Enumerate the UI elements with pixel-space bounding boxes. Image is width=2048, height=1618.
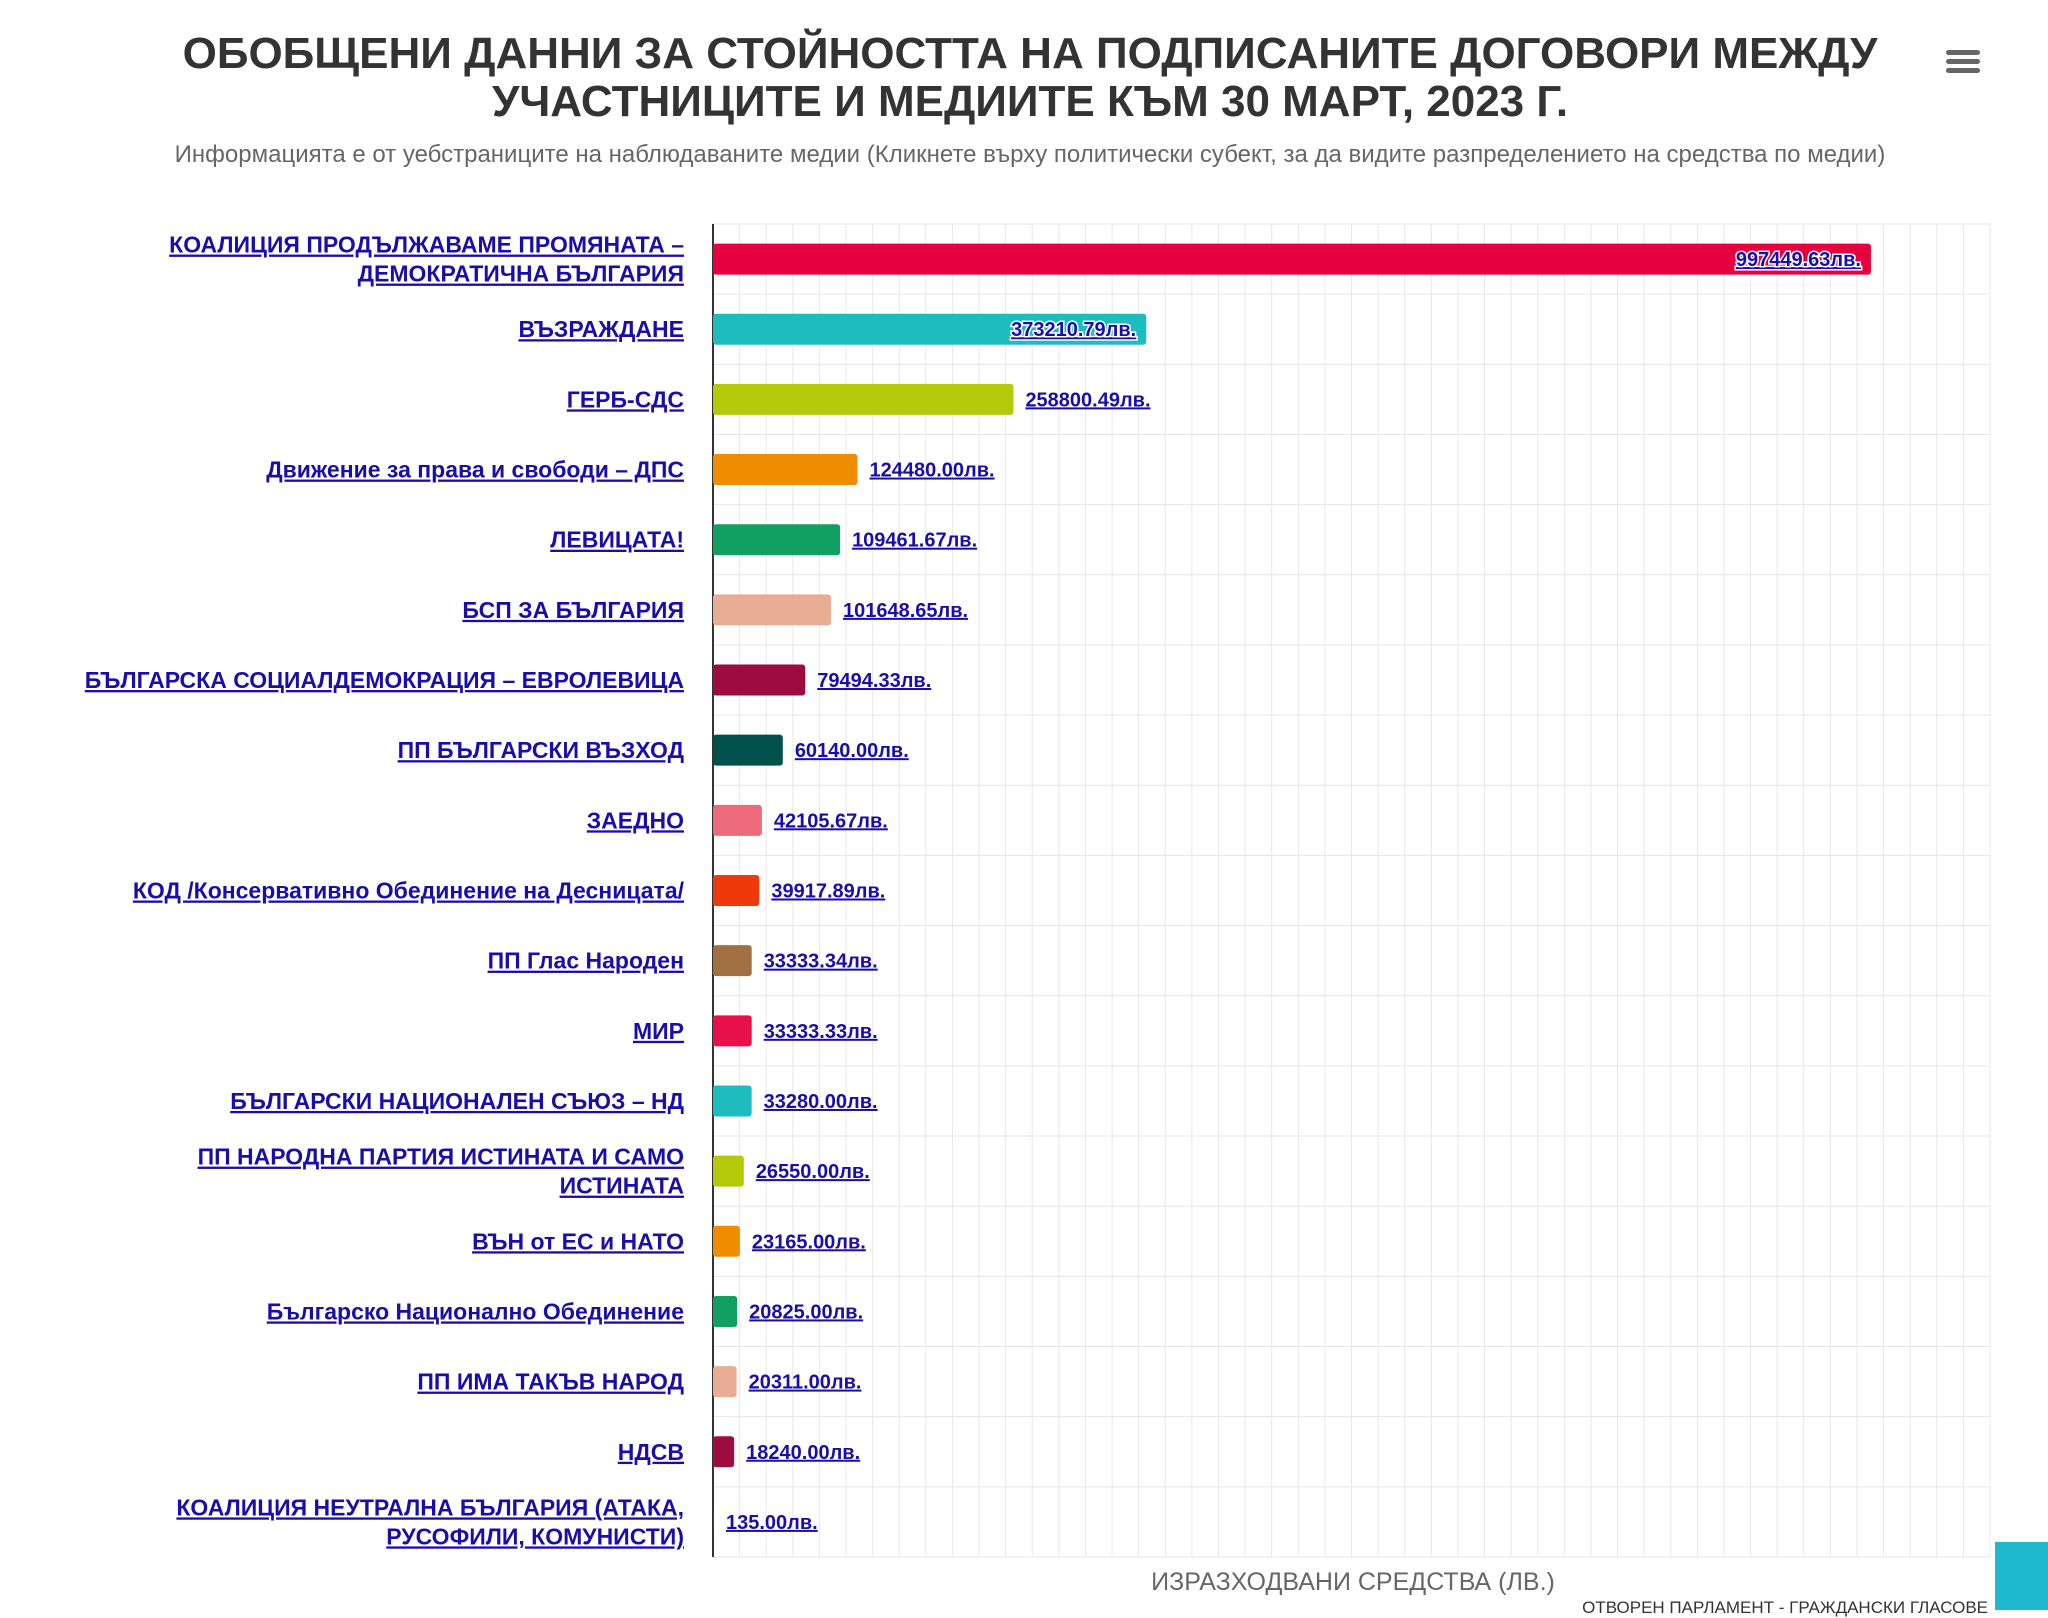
value-axis-title: ИЗРАЗХОДВАНИ СРЕДСТВА (ЛВ.) bbox=[1151, 1568, 1555, 1596]
category-labels: КОАЛИЦИЯ ПРОДЪЛЖАВАМЕ ПРОМЯНАТА – ДЕМОКРА… bbox=[85, 232, 685, 1550]
category-label-line: РУСОФИЛИ, КОМУНИСТИ) bbox=[386, 1523, 684, 1549]
category-label-line: КОД /Консервативно Обединение на Десница… bbox=[133, 878, 685, 904]
category-label-line: ПП ИМА ТАКЪВ НАРОД bbox=[417, 1369, 684, 1395]
data-label[interactable]: 18240.00лв. bbox=[746, 1442, 860, 1464]
bar[interactable] bbox=[713, 875, 760, 906]
category-label[interactable]: БСП ЗА БЪЛГАРИЯ bbox=[462, 597, 684, 623]
category-label-line: Движение за права и свободи – ДПС bbox=[266, 457, 684, 483]
chart-title-line-2: УЧАСТНИЦИТЕ И МЕДИИТЕ КЪМ 30 МАРТ, 2023 … bbox=[491, 77, 1569, 126]
chart-title-line-1: ОБОБЩЕНИ ДАННИ ЗА СТОЙНОСТТА НА ПОДПИСАН… bbox=[182, 29, 1878, 78]
category-label[interactable]: ВЪЗРАЖДАНЕ bbox=[518, 316, 684, 342]
bar[interactable] bbox=[713, 1085, 752, 1117]
bar[interactable] bbox=[713, 594, 832, 626]
bar[interactable] bbox=[713, 1436, 735, 1468]
bar[interactable] bbox=[713, 524, 841, 556]
category-label[interactable]: ЗАЕДНО bbox=[587, 807, 684, 833]
plot-grid bbox=[712, 223, 1991, 1558]
chart-title: ОБОБЩЕНИ ДАННИ ЗА СТОЙНОСТТА НА ПОДПИСАН… bbox=[130, 30, 1930, 126]
category-label-line: НДСВ bbox=[618, 1439, 684, 1465]
data-label[interactable]: 26550.00лв. bbox=[756, 1161, 870, 1183]
data-label[interactable]: 997449.63лв. bbox=[1734, 248, 1862, 273]
bar[interactable] bbox=[713, 454, 858, 486]
category-label[interactable]: ГЕРБ-СДС bbox=[567, 386, 684, 412]
data-label[interactable]: 60140.00лв. bbox=[795, 740, 909, 762]
category-label[interactable]: БЪЛГАРСКА СОЦИАЛДЕМОКРАЦИЯ – ЕВРОЛЕВИЦА bbox=[85, 667, 684, 693]
bar[interactable] bbox=[713, 1225, 740, 1257]
value-labels: 997449.63лв. 373210.79лв. 258800.49лв. 1244… bbox=[726, 248, 1862, 1534]
bar[interactable] bbox=[713, 383, 1014, 415]
data-label[interactable]: 33333.33лв. bbox=[764, 1021, 878, 1043]
category-label-line: Българско Национално Обединение bbox=[267, 1298, 684, 1324]
category-label-line: ПП БЪЛГАРСКИ ВЪЗХОД bbox=[398, 737, 684, 763]
bar[interactable] bbox=[713, 945, 752, 977]
category-label[interactable]: ПП НАРОДНА ПАРТИЯ ИСТИНАТА И САМО ИСТИНАТ… bbox=[198, 1144, 684, 1199]
bar[interactable] bbox=[713, 1506, 714, 1538]
scroll-to-top-button[interactable] bbox=[1995, 1542, 2048, 1610]
category-label-line: ГЕРБ-СДС bbox=[567, 386, 684, 412]
chart-credits-link[interactable]: ОТВОРЕН ПАРЛАМЕНТ - ГРАЖДАНСКИ ГЛАСОВЕ bbox=[1582, 1598, 1988, 1617]
category-label-line: БСП ЗА БЪЛГАРИЯ bbox=[462, 597, 684, 623]
category-label[interactable]: НДСВ bbox=[618, 1439, 684, 1465]
hamburger-menu-icon bbox=[1946, 50, 1980, 73]
category-label[interactable]: ПП ИМА ТАКЪВ НАРОД bbox=[417, 1369, 684, 1395]
data-label[interactable]: 20311.00лв. bbox=[749, 1372, 862, 1394]
bar[interactable] bbox=[713, 804, 762, 836]
category-label-line: ВЪЗРАЖДАНЕ bbox=[518, 316, 684, 342]
data-label[interactable]: 135.00лв. bbox=[726, 1512, 818, 1534]
data-label[interactable]: 33333.34лв. bbox=[764, 951, 878, 973]
data-label[interactable]: 109461.67лв. bbox=[852, 530, 977, 552]
bar[interactable] bbox=[713, 1366, 737, 1398]
category-label[interactable]: ВЪН от ЕС и НАТО bbox=[472, 1228, 684, 1254]
category-label[interactable]: ПП БЪЛГАРСКИ ВЪЗХОД bbox=[398, 737, 684, 763]
category-label-line: ЛЕВИЦАТА! bbox=[550, 527, 684, 553]
bar-series bbox=[713, 243, 1871, 1538]
category-label-line: ИСТИНАТА bbox=[560, 1173, 684, 1199]
category-label-line: ДЕМОКРАТИЧНА БЪЛГАРИЯ bbox=[358, 261, 684, 287]
category-label[interactable]: ПП Глас Народен bbox=[488, 948, 684, 974]
category-label-line: ЗАЕДНО bbox=[587, 807, 684, 833]
category-label[interactable]: БЪЛГАРСКИ НАЦИОНАЛЕН СЪЮЗ – НД bbox=[230, 1088, 684, 1114]
category-label[interactable]: Българско Национално Обединение bbox=[267, 1298, 684, 1324]
bar[interactable] bbox=[713, 1015, 752, 1047]
category-label[interactable]: КОАЛИЦИЯ ПРОДЪЛЖАВАМЕ ПРОМЯНАТА – ДЕМОКРА… bbox=[169, 232, 684, 287]
bar[interactable] bbox=[713, 313, 1147, 345]
category-label[interactable]: ЛЕВИЦАТА! bbox=[550, 527, 684, 553]
category-label[interactable]: КОД /Консервативно Обединение на Десница… bbox=[133, 878, 685, 904]
category-label[interactable]: МИР bbox=[633, 1018, 684, 1044]
category-label-line: БЪЛГАРСКА СОЦИАЛДЕМОКРАЦИЯ – ЕВРОЛЕВИЦА bbox=[85, 667, 684, 693]
data-label[interactable]: 101648.65лв. bbox=[843, 600, 968, 622]
bar[interactable] bbox=[713, 734, 783, 766]
data-label[interactable]: 20825.00лв. bbox=[749, 1301, 863, 1323]
data-label[interactable]: 23165.00лв. bbox=[752, 1231, 866, 1253]
category-label-line: МИР bbox=[633, 1018, 684, 1044]
data-label[interactable]: 373210.79лв. bbox=[1010, 318, 1138, 343]
bar[interactable] bbox=[713, 664, 806, 696]
category-label-line: ПП Глас Народен bbox=[488, 948, 684, 974]
data-label[interactable]: 33280.00лв. bbox=[764, 1091, 878, 1113]
data-label[interactable]: 124480.00лв. bbox=[870, 460, 995, 482]
category-label[interactable]: КОАЛИЦИЯ НЕУТРАЛНА БЪЛГАРИЯ (АТАКА, РУСОФ… bbox=[176, 1494, 684, 1549]
chart-menu-button[interactable] bbox=[1944, 44, 1984, 80]
data-label[interactable]: 42105.67лв. bbox=[774, 810, 888, 832]
category-label-line: КОАЛИЦИЯ НЕУТРАЛНА БЪЛГАРИЯ (АТАКА, bbox=[176, 1494, 684, 1520]
bar[interactable] bbox=[713, 1155, 744, 1187]
category-label-line: ПП НАРОДНА ПАРТИЯ ИСТИНАТА И САМО bbox=[198, 1144, 684, 1170]
bar[interactable] bbox=[713, 1295, 738, 1327]
category-label-line: БЪЛГАРСКИ НАЦИОНАЛЕН СЪЮЗ – НД bbox=[230, 1088, 684, 1114]
category-label-line: ВЪН от ЕС и НАТО bbox=[472, 1228, 684, 1254]
data-label[interactable]: 79494.33лв. bbox=[817, 670, 931, 692]
chart-subtitle: Информацията е от уебстраниците на наблю… bbox=[174, 141, 1886, 168]
category-label[interactable]: Движение за права и свободи – ДПС bbox=[266, 457, 684, 483]
data-label[interactable]: 258800.49лв. bbox=[1025, 389, 1150, 411]
category-label-line: КОАЛИЦИЯ ПРОДЪЛЖАВАМЕ ПРОМЯНАТА – bbox=[169, 232, 684, 258]
bar[interactable] bbox=[713, 243, 1871, 275]
data-label[interactable]: 39917.89лв. bbox=[771, 881, 885, 903]
